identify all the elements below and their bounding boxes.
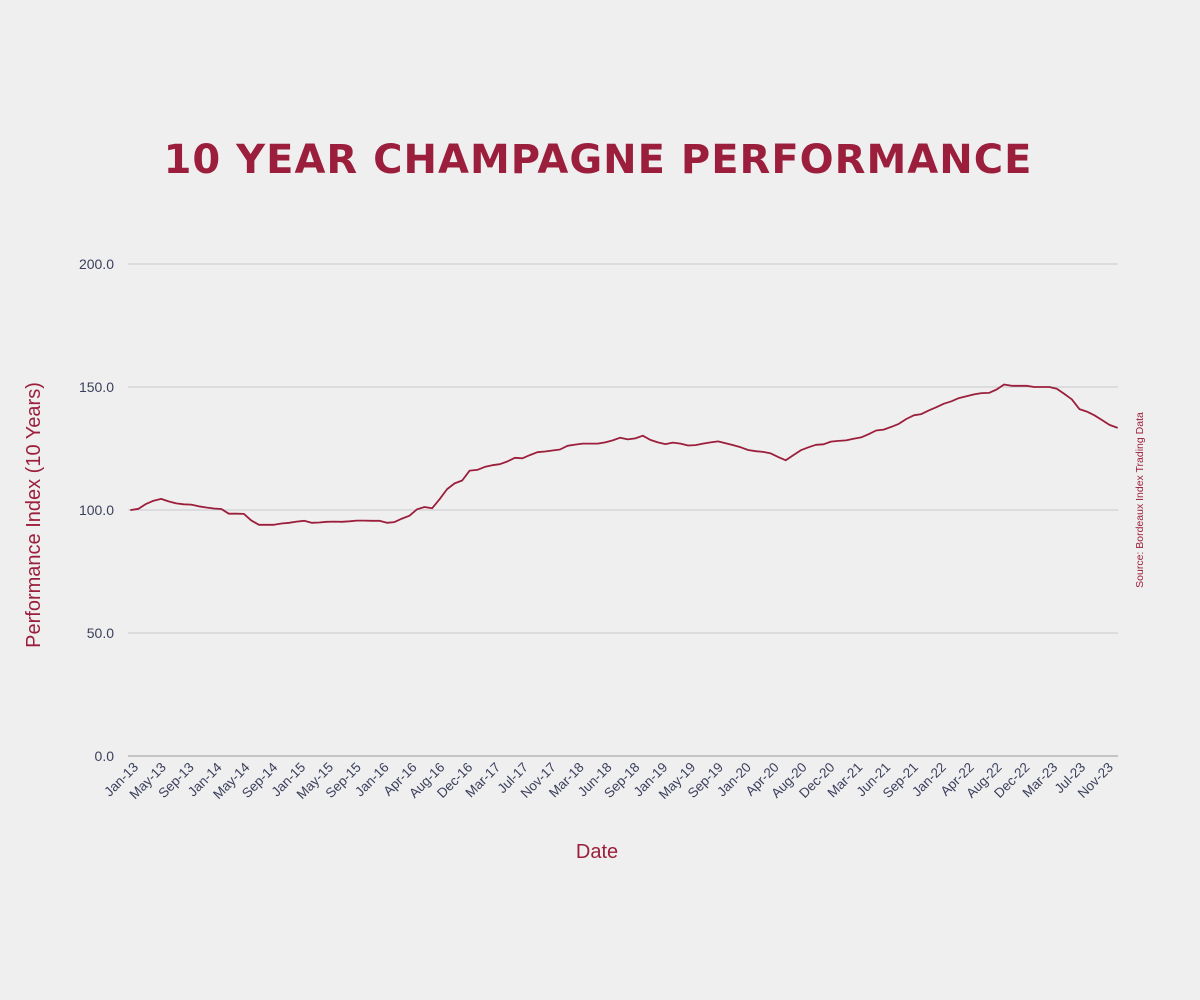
source-note: Source: Bordeaux Index Trading Data xyxy=(1134,412,1146,588)
series-layer xyxy=(130,383,1118,526)
chart-title: 10 YEAR CHAMPAGNE PERFORMANCE xyxy=(164,137,1033,183)
x-axis-label: Date xyxy=(576,841,618,863)
y-axis-ticks: 0.0 50.0 100.0 150.0 200.0 xyxy=(79,256,114,764)
y-tick-label: 50.0 xyxy=(87,625,114,641)
series-line xyxy=(130,383,1118,526)
y-tick-label: 200.0 xyxy=(79,256,114,272)
gridlines xyxy=(128,263,1118,757)
y-tick-label: 100.0 xyxy=(79,502,114,518)
y-tick-label: 150.0 xyxy=(79,379,114,395)
x-axis-ticks: Jan-13May-13Sep-13Jan-14May-14Sep-14Jan-… xyxy=(101,759,1116,802)
y-tick-label: 0.0 xyxy=(95,748,115,764)
y-axis-label: Performance Index (10 Years) xyxy=(23,382,45,648)
